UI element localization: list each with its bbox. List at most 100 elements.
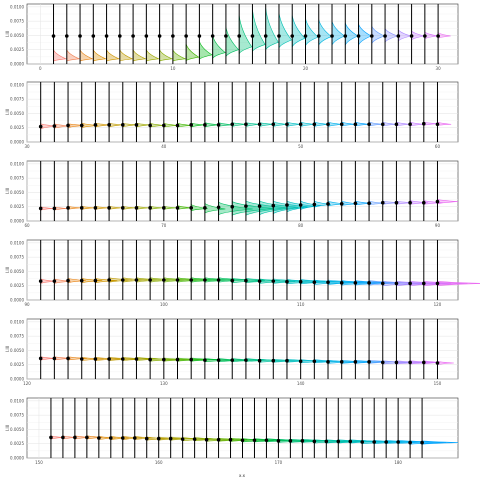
violin bbox=[119, 49, 134, 62]
violin bbox=[54, 278, 71, 284]
violin bbox=[204, 202, 226, 214]
y-tick-label: 0.0100 bbox=[10, 240, 24, 245]
data-point bbox=[300, 439, 305, 443]
panel-6: 0.0000 0.0025 0.0050 0.0075 0.0100 150 160 170 1… bbox=[5, 397, 459, 465]
data-point bbox=[120, 278, 125, 282]
data-point bbox=[383, 34, 387, 38]
data-point bbox=[312, 359, 317, 364]
y-tick-label: 0.0000 bbox=[10, 456, 24, 461]
data-point bbox=[51, 34, 56, 38]
data-point bbox=[197, 34, 202, 38]
data-point bbox=[118, 34, 122, 38]
data-point bbox=[367, 122, 371, 127]
data-point bbox=[148, 206, 152, 210]
y-axis-title: l.lll bbox=[5, 109, 10, 115]
violin bbox=[67, 123, 85, 129]
data-point bbox=[271, 279, 276, 283]
x-tick-label: 30 bbox=[436, 66, 442, 71]
data-point bbox=[285, 122, 289, 127]
violin bbox=[252, 9, 266, 52]
data-point bbox=[107, 206, 111, 210]
data-point bbox=[134, 278, 139, 282]
x-tick-label: 130 bbox=[160, 381, 168, 386]
data-point bbox=[285, 279, 289, 284]
data-point bbox=[353, 122, 358, 127]
violin bbox=[259, 278, 296, 284]
y-tick-label: 0.0050 bbox=[10, 348, 24, 353]
violin bbox=[382, 200, 400, 205]
violin bbox=[93, 49, 108, 62]
violin bbox=[172, 49, 187, 62]
y-tick-label: 0.0050 bbox=[10, 427, 24, 432]
data-point bbox=[250, 34, 255, 38]
data-point bbox=[38, 279, 43, 283]
data-point bbox=[97, 436, 101, 440]
data-point bbox=[230, 278, 235, 283]
violin bbox=[190, 203, 208, 212]
violin bbox=[291, 15, 306, 47]
data-point bbox=[79, 206, 84, 210]
data-point bbox=[104, 34, 109, 38]
y-axis-title: l.lll bbox=[5, 31, 10, 37]
data-point bbox=[435, 361, 440, 365]
data-point bbox=[298, 359, 303, 364]
x-tick-label: 60 bbox=[24, 223, 30, 228]
violin bbox=[259, 200, 298, 216]
y-tick-label: 0.0075 bbox=[10, 176, 24, 181]
y-tick-label: 0.0000 bbox=[10, 377, 24, 382]
x-tick-label: 30 bbox=[24, 144, 30, 149]
violin bbox=[54, 123, 71, 129]
data-point bbox=[435, 199, 440, 204]
x-tick-label: 150 bbox=[434, 381, 442, 386]
violin bbox=[225, 26, 240, 57]
data-point bbox=[264, 438, 269, 443]
data-point bbox=[303, 34, 308, 38]
data-point bbox=[175, 123, 180, 128]
violin bbox=[81, 122, 99, 129]
y-tick-label: 0.0000 bbox=[10, 298, 24, 303]
data-point bbox=[353, 281, 358, 285]
violin bbox=[409, 440, 447, 445]
data-point bbox=[52, 206, 57, 211]
violin bbox=[79, 49, 94, 62]
data-point bbox=[52, 356, 57, 361]
y-tick-label: 0.0050 bbox=[10, 269, 24, 274]
data-point bbox=[367, 281, 371, 285]
data-point bbox=[230, 358, 235, 362]
data-point bbox=[120, 206, 125, 210]
panel-frame bbox=[26, 81, 459, 143]
data-point bbox=[144, 436, 149, 441]
data-point bbox=[162, 206, 166, 210]
data-point bbox=[257, 279, 262, 283]
y-tick-label: 0.0025 bbox=[10, 125, 24, 130]
violin bbox=[66, 49, 81, 62]
data-point bbox=[66, 278, 70, 283]
data-point bbox=[107, 123, 111, 127]
data-point bbox=[367, 360, 371, 364]
data-point bbox=[298, 122, 303, 127]
data-point bbox=[326, 280, 330, 285]
violin bbox=[132, 49, 147, 62]
violin bbox=[396, 200, 413, 205]
data-point bbox=[380, 360, 385, 365]
data-point bbox=[93, 206, 98, 210]
data-point bbox=[66, 123, 70, 128]
data-point bbox=[394, 200, 399, 205]
data-point bbox=[367, 201, 371, 206]
violin bbox=[67, 356, 88, 361]
data-point bbox=[353, 201, 358, 206]
data-point bbox=[408, 122, 412, 127]
data-point bbox=[408, 281, 412, 286]
y-tick-label: 0.0025 bbox=[10, 441, 24, 446]
violin bbox=[67, 277, 86, 284]
data-point bbox=[162, 278, 166, 282]
data-point bbox=[271, 203, 276, 208]
data-point bbox=[285, 203, 289, 207]
data-point bbox=[216, 205, 221, 210]
data-point bbox=[408, 360, 412, 365]
x-tick-label: 70 bbox=[161, 223, 167, 228]
x-tick-label: 170 bbox=[275, 460, 283, 465]
violin bbox=[53, 49, 68, 62]
violin bbox=[54, 356, 71, 361]
data-point bbox=[216, 278, 221, 282]
